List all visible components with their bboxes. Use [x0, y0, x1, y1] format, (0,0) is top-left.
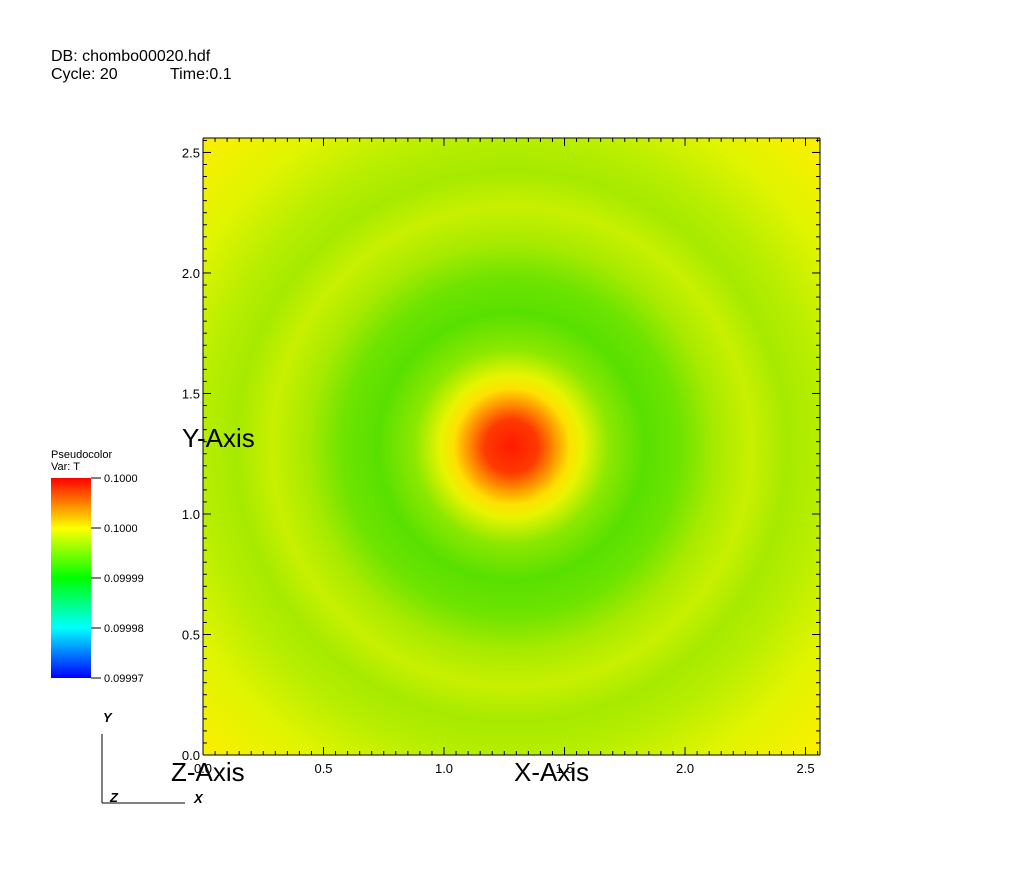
x-tick-label: 1.0	[435, 761, 453, 776]
plot-axes: 0.0 0.5 1.0 1.5 2.0 2.5 0.0 0.5 1.0 1.5 2.0 2.5	[182, 137, 821, 776]
x-tick-label: 0.0	[194, 761, 212, 776]
y-tick-label: 1.5	[182, 386, 200, 401]
legend-tick-label: 0.09999	[104, 573, 144, 585]
legend-colorbar	[51, 478, 91, 678]
y-axis-title: Y-Axis	[182, 423, 255, 453]
y-tick-label: 2.5	[182, 145, 200, 160]
x-tick-label: 1.5	[555, 761, 573, 776]
triad-y-label: Y	[103, 710, 113, 725]
x-tick-label: 2.0	[676, 761, 694, 776]
x-tick-labels: 0.0 0.5 1.0 1.5 2.0 2.5	[194, 761, 815, 776]
cycle-time-label: Cycle: 20 Time:0.1	[51, 66, 232, 84]
database-label: DB: chombo00020.hdf	[51, 48, 211, 65]
legend-var: Var: T	[51, 461, 80, 473]
y-tick-label: 0.5	[182, 627, 200, 642]
axis-triad: Y Z X	[101, 710, 204, 806]
minor-ticks	[202, 138, 820, 756]
heatmap-field	[203, 138, 820, 755]
legend-tick-label: 0.09998	[104, 623, 144, 635]
triad-z-label: Z	[109, 790, 119, 805]
y-tick-label: 0.0	[182, 748, 200, 763]
x-axis-title: X-Axis	[514, 757, 589, 787]
y-tick-label: 1.0	[182, 507, 200, 522]
x-tick-label: 0.5	[314, 761, 332, 776]
legend-tick-label: 0.1000	[104, 473, 138, 485]
y-tick-labels: 0.0 0.5 1.0 1.5 2.0 2.5	[182, 145, 200, 763]
legend-tick-labels: 0.1000 0.1000 0.09999 0.09998 0.09997	[91, 473, 144, 685]
x-tick-label: 2.5	[797, 761, 815, 776]
legend-tick-label: 0.09997	[104, 673, 144, 685]
time-label: Time:0.1	[170, 66, 232, 83]
y-tick-label: 2.0	[182, 266, 200, 281]
cycle-label: Cycle: 20	[51, 66, 118, 83]
z-axis-title: Z-Axis	[171, 757, 245, 787]
legend-tick-label: 0.1000	[104, 523, 138, 535]
legend-title: Pseudocolor	[51, 449, 113, 461]
triad-x-label: X	[193, 791, 204, 806]
